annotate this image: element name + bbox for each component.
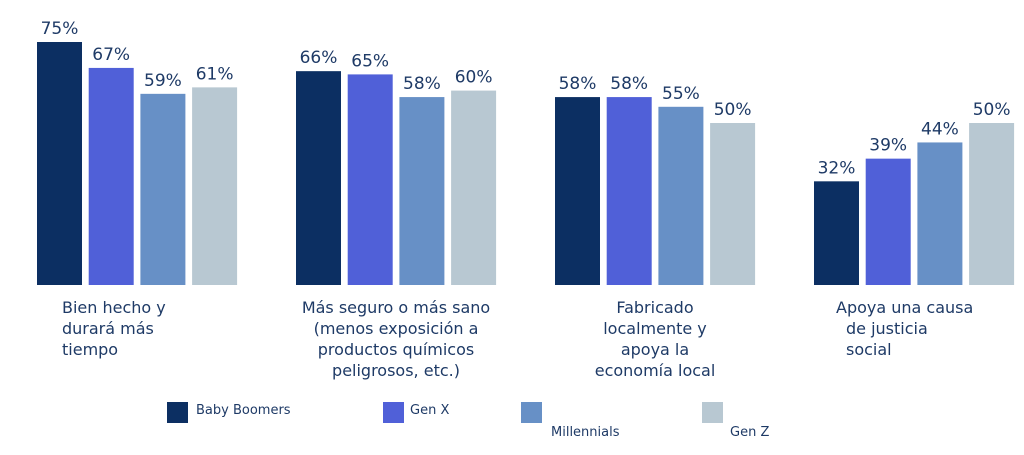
data-label: 59%	[144, 71, 182, 91]
legend-swatch	[702, 402, 723, 423]
category-label: Más seguro o más sano (menos exposición a…	[286, 297, 506, 381]
legend-swatch	[521, 402, 542, 423]
category-label-line: Bien hecho y	[62, 298, 166, 317]
bar-baby-boomers-0	[37, 42, 82, 285]
bar-gen-x-2	[606, 97, 652, 285]
bar-millennials-0	[140, 93, 186, 285]
category-label-line: economía local	[594, 361, 716, 380]
legend-swatch	[167, 402, 188, 423]
bar-gen-x-3	[865, 158, 911, 285]
category-label: Fabricado localmente y apoya la economía lo…	[555, 297, 755, 381]
category-label: Bien hecho y durará más tiempo	[62, 297, 262, 360]
data-label: 58%	[559, 74, 597, 94]
data-label: 44%	[921, 119, 959, 139]
category-label-line: Apoya una causa	[836, 298, 974, 317]
legend-label: Millennials	[551, 425, 620, 440]
data-label: 58%	[610, 74, 648, 94]
bar-gen-z-0	[192, 87, 238, 285]
data-label: 58%	[403, 74, 441, 94]
bar-gen-x-1	[347, 74, 393, 286]
category-label: Apoya una causa de justicia social	[836, 297, 1024, 360]
legend-label: Gen X	[410, 403, 450, 418]
category-label-line: tiempo	[62, 340, 119, 359]
data-label: 75%	[41, 19, 79, 39]
data-label: 67%	[92, 45, 130, 65]
category-label-line: productos químicos	[317, 340, 475, 359]
data-label: 60%	[455, 68, 493, 88]
bar-millennials-2	[658, 106, 704, 285]
data-label: 65%	[351, 51, 389, 71]
category-label-line: durará más	[62, 319, 154, 338]
bar-gen-z-3	[969, 123, 1015, 285]
data-label: 55%	[662, 84, 700, 104]
category-label-line: de justicia	[846, 319, 928, 338]
category-label-line: localmente y	[603, 319, 707, 338]
data-label: 32%	[818, 158, 856, 178]
category-label-line: peligrosos, etc.)	[332, 361, 460, 380]
bar-millennials-3	[917, 142, 963, 285]
category-label-line: social	[846, 340, 892, 359]
data-label: 50%	[973, 100, 1011, 120]
category-label-line: Fabricado	[616, 298, 694, 317]
category-label-line: apoya la	[620, 340, 690, 359]
category-label-line: Más seguro o más sano	[301, 298, 491, 317]
legend-label: Gen Z	[730, 425, 770, 440]
bar-gen-x-0	[88, 67, 134, 285]
bar-baby-boomers-2	[555, 97, 600, 285]
legend-label: Baby Boomers	[196, 403, 291, 418]
bar-gen-z-1	[451, 90, 497, 285]
category-label-line: (menos exposición a	[313, 319, 479, 338]
data-label: 50%	[714, 100, 752, 120]
bar-baby-boomers-3	[814, 181, 859, 285]
bar-millennials-1	[399, 97, 445, 285]
data-label: 39%	[869, 136, 907, 156]
data-label: 66%	[300, 48, 338, 68]
bar-baby-boomers-1	[296, 71, 341, 285]
data-label: 61%	[196, 64, 234, 84]
legend-swatch	[383, 402, 404, 423]
bar-gen-z-2	[710, 123, 756, 285]
